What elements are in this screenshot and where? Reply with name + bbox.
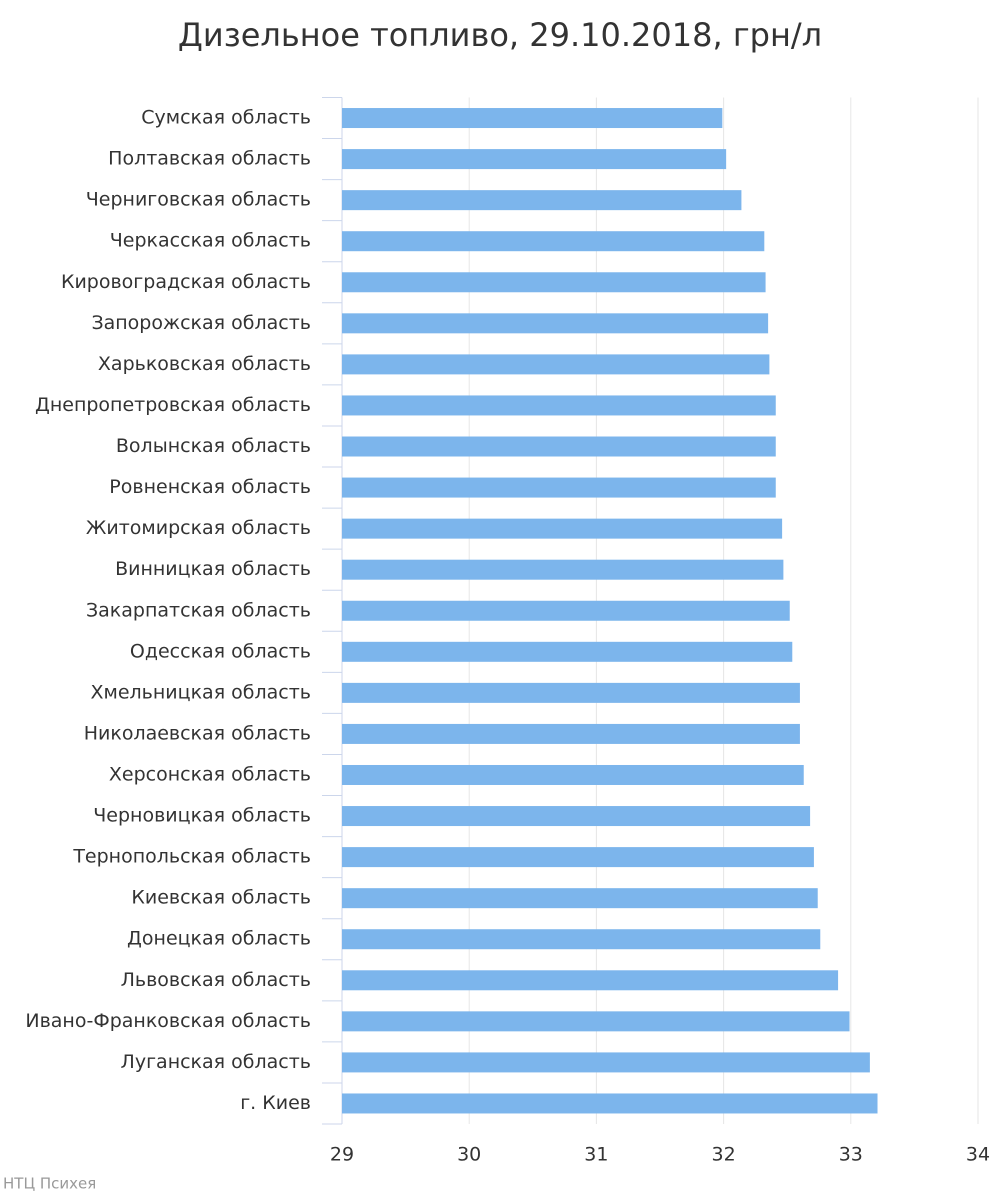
y-tick-label: Волынская область: [116, 435, 311, 457]
x-tick-label: 32: [712, 1144, 736, 1166]
x-tick-label: 29: [330, 1144, 354, 1166]
y-tick-label: Херсонская область: [109, 763, 311, 785]
y-tick-label: Львовская область: [121, 969, 311, 991]
y-tick-label: Полтавская область: [108, 148, 311, 170]
bar: [342, 395, 776, 416]
bar: [342, 313, 769, 334]
x-tick-label: 30: [457, 1144, 481, 1166]
y-tick-label: г. Киев: [240, 1092, 311, 1114]
y-tick-label: Черкасская область: [110, 230, 311, 252]
bar: [342, 970, 839, 991]
bar: [342, 108, 723, 129]
bar: [342, 1093, 878, 1114]
y-tick-label: Одесская область: [130, 640, 311, 662]
bar: [342, 231, 765, 252]
y-tick-label: Днепропетровская область: [35, 394, 311, 416]
bar: [342, 847, 814, 868]
y-tick-label: Донецкая область: [127, 928, 311, 950]
bar: [342, 1011, 850, 1032]
chart-title: Дизельное топливо, 29.10.2018, грн/л: [178, 16, 822, 54]
bar: [342, 559, 784, 580]
y-tick-label: Винницкая область: [115, 558, 311, 580]
bar: [342, 929, 821, 950]
y-tick-label: Луганская область: [121, 1051, 311, 1073]
bar: [342, 1052, 870, 1073]
bar: [342, 190, 742, 211]
bar: [342, 436, 776, 457]
y-tick-label: Запорожская область: [91, 312, 311, 334]
y-tick-label: Киевская область: [131, 887, 311, 909]
bar: [342, 272, 766, 293]
bar: [342, 888, 818, 909]
bar: [342, 518, 783, 539]
y-tick-label: Житомирская область: [86, 517, 311, 539]
y-tick-label: Черниговская область: [86, 189, 311, 211]
bar: [342, 764, 804, 785]
x-tick-label: 31: [584, 1144, 608, 1166]
y-tick-label: Ровненская область: [109, 476, 311, 498]
y-tick-label: Сумская область: [141, 107, 311, 129]
x-tick-label: 34: [966, 1144, 990, 1166]
y-tick-label: Ивано-Франковская область: [25, 1010, 311, 1032]
y-tick-label: Хмельницкая область: [90, 681, 311, 703]
bar: [342, 723, 800, 744]
y-tick-label: Кировоградская область: [61, 271, 311, 293]
bar: [342, 477, 776, 498]
bar: [342, 682, 800, 703]
bar: [342, 641, 793, 662]
x-tick-label: 33: [839, 1144, 863, 1166]
y-tick-label: Черновицкая область: [93, 805, 311, 827]
credit: НТЦ Психея: [3, 1175, 96, 1193]
y-tick-label: Закарпатская область: [86, 599, 311, 621]
bar: [342, 806, 811, 827]
y-tick-label: Николаевская область: [84, 722, 311, 744]
y-tick-label: Тернопольская область: [72, 846, 311, 868]
bar: [342, 354, 770, 375]
bar: [342, 600, 790, 621]
bar: [342, 149, 727, 170]
y-tick-label: Харьковская область: [98, 353, 311, 375]
